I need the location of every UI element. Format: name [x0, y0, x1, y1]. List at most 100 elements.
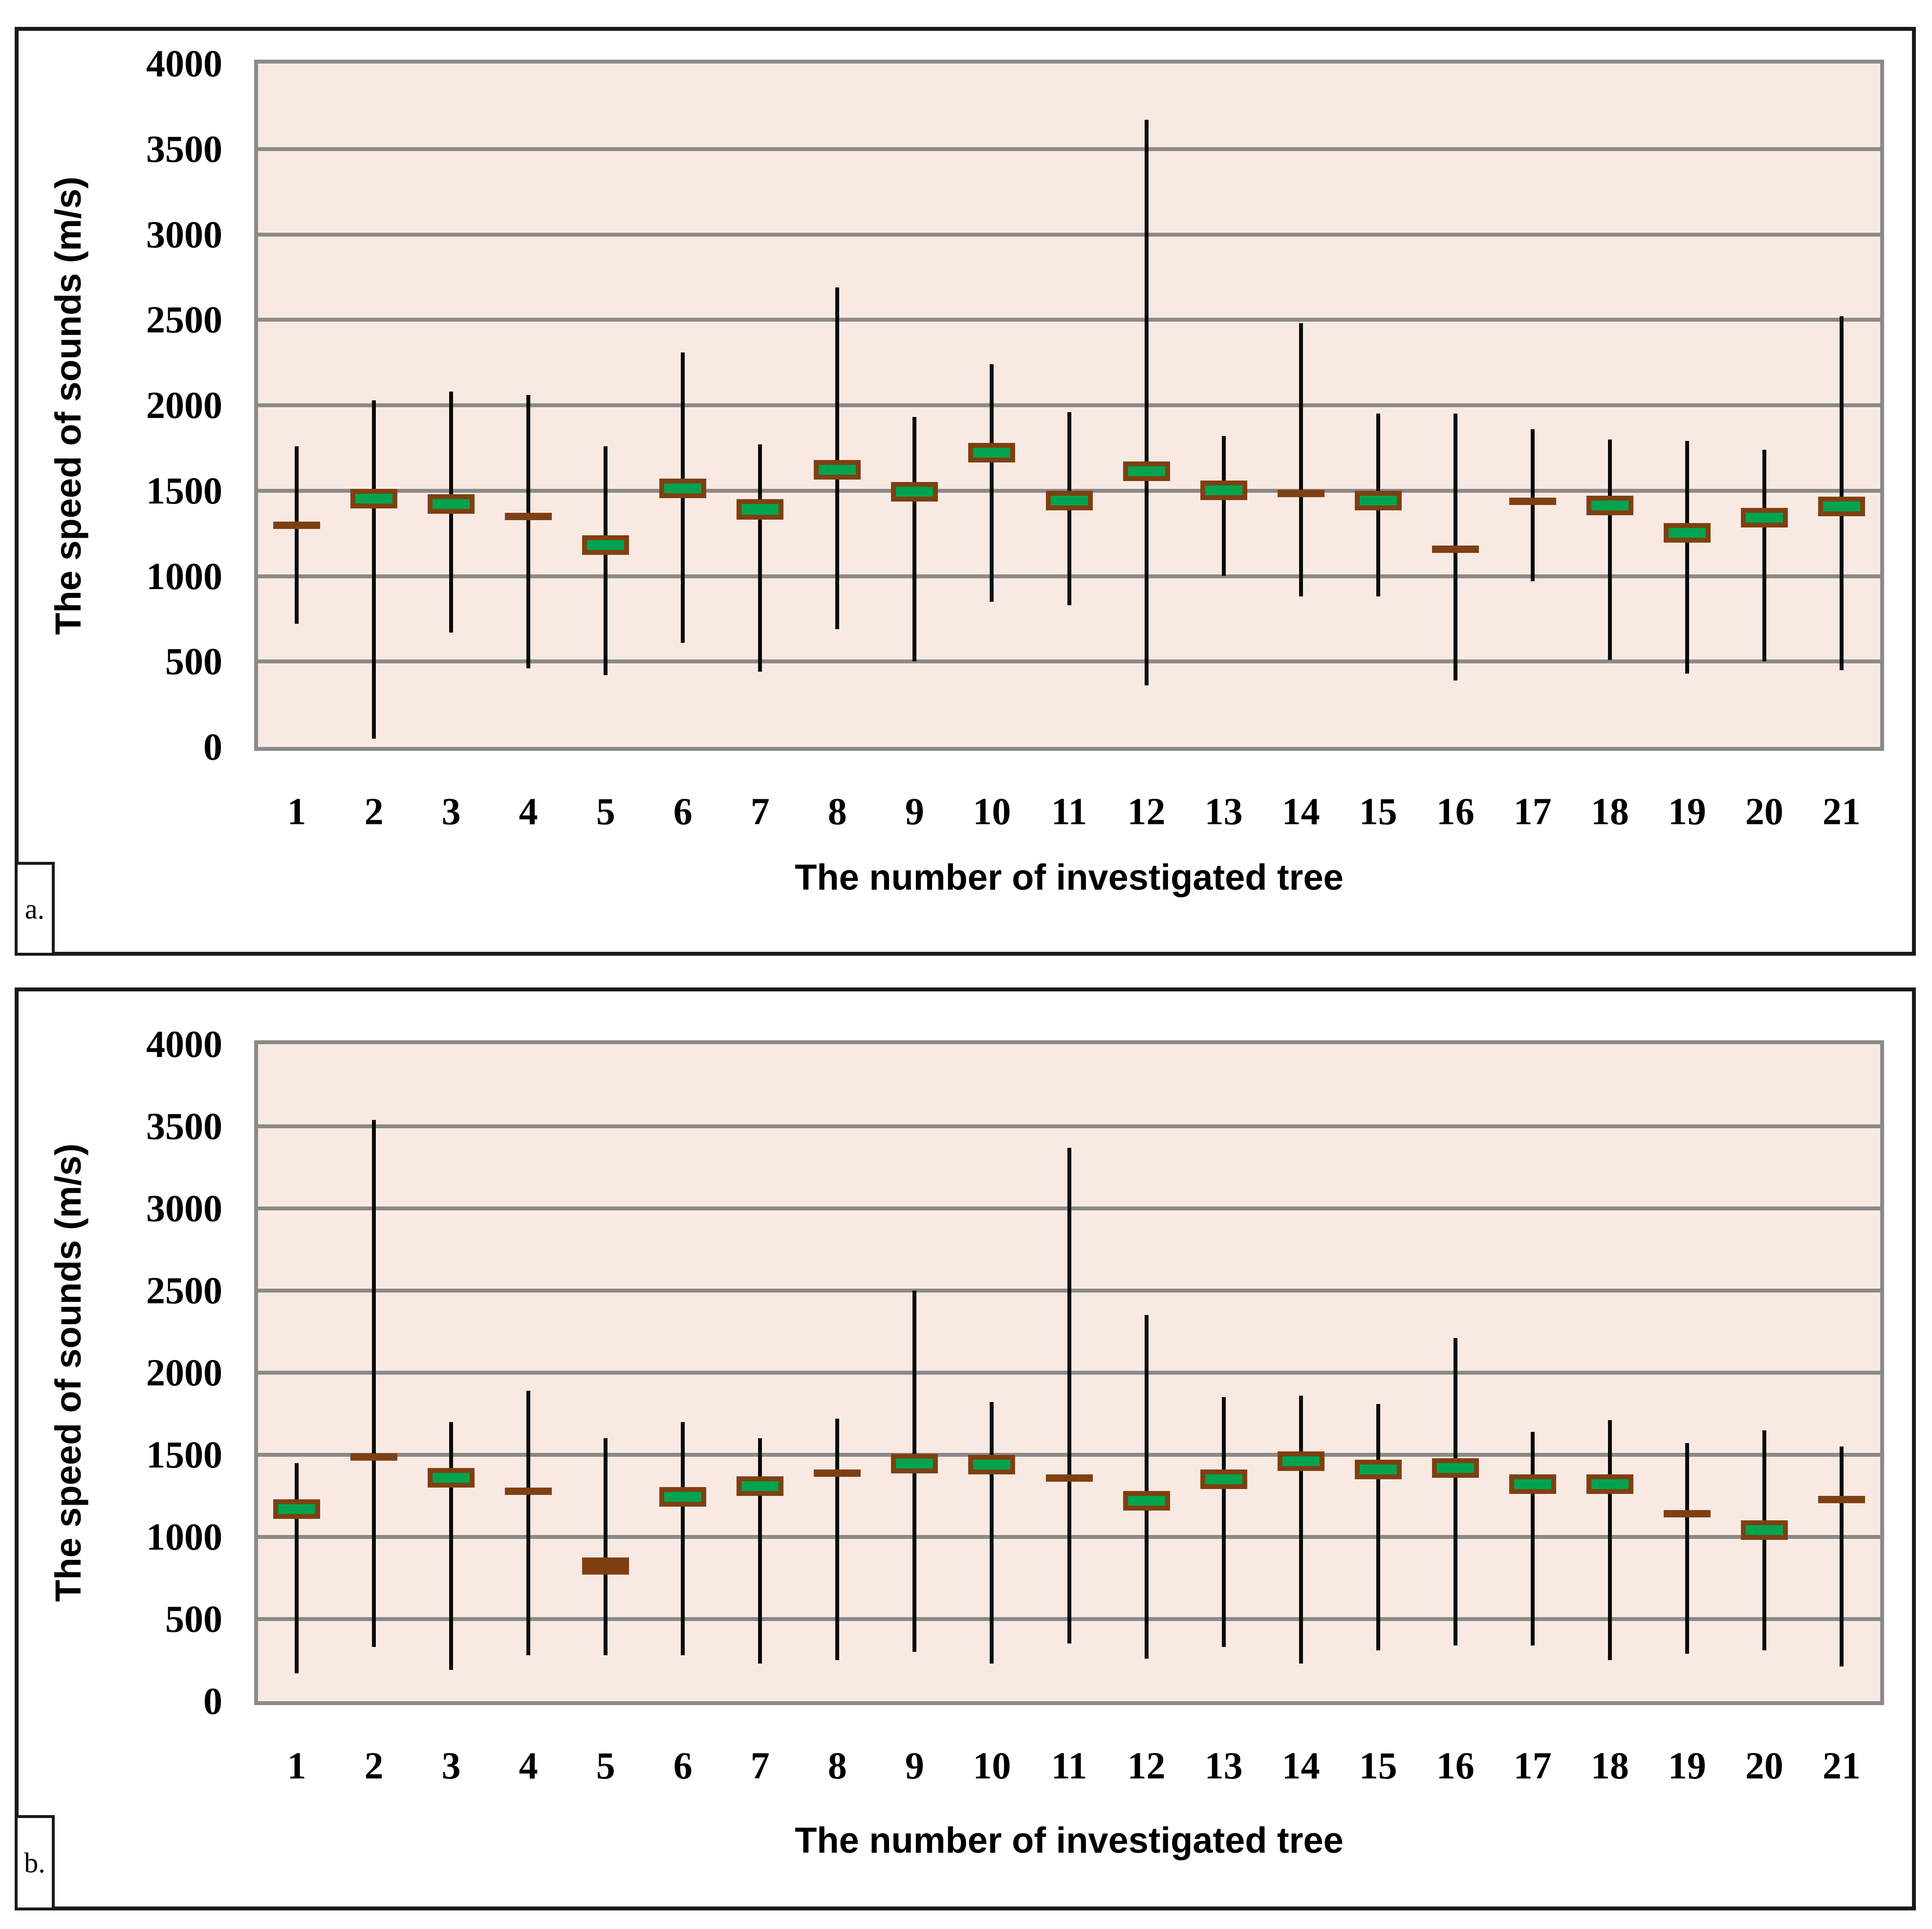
x-tick-label: 19 — [1668, 1744, 1706, 1787]
x-tick-label: 3 — [441, 1744, 461, 1787]
x-tick-label: 9 — [905, 790, 924, 833]
box-tree-6 — [659, 479, 707, 499]
box-tree-6 — [659, 1487, 707, 1507]
gridline — [258, 232, 1880, 237]
y-tick-label: 0 — [203, 725, 222, 768]
gridline — [258, 1124, 1880, 1128]
x-tick-label: 13 — [1204, 790, 1243, 833]
whisker-tree-13 — [1221, 1397, 1226, 1647]
y-tick-label: 1500 — [146, 1433, 222, 1476]
y-tick-label: 1000 — [146, 554, 222, 597]
gridline — [258, 659, 1880, 664]
box-tree-11 — [1045, 1474, 1093, 1482]
whisker-tree-17 — [1530, 429, 1535, 581]
y-tick-label: 1000 — [146, 1515, 222, 1558]
chart-a-panel-label-box: a. — [15, 862, 55, 956]
whisker-tree-19 — [1685, 1443, 1689, 1654]
box-tree-4 — [505, 1488, 552, 1495]
x-tick-label: 11 — [1051, 790, 1087, 833]
y-tick-label: 2500 — [146, 1269, 222, 1312]
x-tick-label: 10 — [973, 790, 1011, 833]
x-tick-label: 2 — [364, 790, 384, 833]
x-tick-label: 20 — [1745, 1744, 1783, 1787]
x-tick-label: 20 — [1745, 790, 1783, 833]
chart-a-x-axis-title: The number of investigated tree — [795, 857, 1344, 898]
box-tree-3 — [428, 494, 475, 514]
x-tick-label: 8 — [827, 790, 847, 833]
box-tree-7 — [737, 1476, 784, 1496]
x-tick-label: 9 — [905, 1744, 924, 1787]
box-tree-18 — [1586, 1474, 1633, 1494]
box-tree-20 — [1740, 507, 1788, 527]
whisker-tree-1 — [295, 446, 299, 624]
box-tree-10 — [968, 1455, 1016, 1474]
x-tick-label: 6 — [673, 790, 693, 833]
box-tree-17 — [1509, 497, 1556, 505]
box-tree-15 — [1354, 1460, 1402, 1480]
x-tick-label: 11 — [1051, 1744, 1087, 1787]
box-tree-3 — [428, 1468, 475, 1488]
x-tick-label: 10 — [973, 1744, 1011, 1787]
x-tick-label: 15 — [1359, 790, 1397, 833]
chart-b-plot-area — [254, 1040, 1884, 1705]
whisker-tree-18 — [1607, 439, 1612, 660]
y-tick-label: 4000 — [146, 42, 222, 85]
whisker-tree-13 — [1221, 436, 1226, 576]
box-tree-19 — [1663, 523, 1711, 543]
gridline — [258, 147, 1880, 151]
x-tick-label: 18 — [1590, 790, 1629, 833]
x-tick-label: 5 — [596, 1744, 615, 1787]
x-tick-label: 12 — [1127, 790, 1166, 833]
whisker-tree-6 — [681, 1422, 685, 1655]
box-tree-13 — [1200, 1469, 1247, 1490]
whisker-tree-20 — [1762, 449, 1766, 662]
whisker-tree-11 — [1067, 1147, 1071, 1644]
whisker-tree-19 — [1685, 441, 1689, 674]
whisker-tree-7 — [758, 1438, 762, 1664]
whisker-tree-4 — [526, 1390, 531, 1655]
x-tick-label: 6 — [673, 1744, 693, 1787]
gridline — [258, 403, 1880, 407]
x-tick-label: 7 — [750, 1744, 770, 1787]
box-tree-21 — [1818, 1496, 1865, 1503]
box-tree-2 — [350, 1453, 398, 1461]
chart-b-x-axis-title: The number of investigated tree — [795, 1820, 1344, 1861]
box-tree-10 — [968, 442, 1016, 462]
whisker-tree-20 — [1762, 1430, 1766, 1650]
y-tick-label: 2000 — [146, 1351, 222, 1394]
x-tick-label: 4 — [519, 790, 538, 833]
x-tick-label: 15 — [1359, 1744, 1397, 1787]
box-tree-11 — [1045, 490, 1093, 510]
whisker-tree-14 — [1299, 1396, 1303, 1664]
y-tick-label: 0 — [203, 1680, 222, 1722]
box-tree-14 — [1277, 1451, 1324, 1471]
box-tree-1 — [273, 1499, 321, 1519]
box-tree-8 — [814, 460, 861, 480]
x-tick-label: 17 — [1513, 790, 1552, 833]
box-tree-19 — [1663, 1510, 1711, 1517]
box-tree-17 — [1509, 1474, 1556, 1494]
box-tree-9 — [891, 482, 938, 502]
y-tick-label: 2500 — [146, 298, 222, 341]
whisker-tree-2 — [372, 400, 376, 739]
y-tick-label: 2000 — [146, 384, 222, 426]
whisker-tree-9 — [912, 417, 917, 662]
chart-b-panel-label-box: b. — [15, 1815, 55, 1910]
box-tree-13 — [1200, 480, 1247, 500]
y-tick-label: 1500 — [146, 469, 222, 512]
box-tree-5 — [582, 1557, 630, 1575]
box-tree-15 — [1354, 490, 1402, 510]
x-tick-label: 18 — [1590, 1744, 1629, 1787]
box-tree-20 — [1740, 1520, 1788, 1540]
x-tick-label: 17 — [1513, 1744, 1552, 1787]
gridline — [258, 318, 1880, 322]
box-tree-14 — [1277, 490, 1324, 497]
y-tick-label: 3500 — [146, 1105, 222, 1147]
whisker-tree-7 — [758, 444, 762, 672]
whisker-tree-8 — [835, 1419, 840, 1660]
x-tick-label: 4 — [519, 1744, 538, 1787]
x-tick-label: 8 — [827, 1744, 847, 1787]
x-tick-label: 1 — [287, 790, 306, 833]
box-tree-18 — [1586, 496, 1633, 516]
chart-b-panel-label: b. — [24, 1847, 45, 1879]
